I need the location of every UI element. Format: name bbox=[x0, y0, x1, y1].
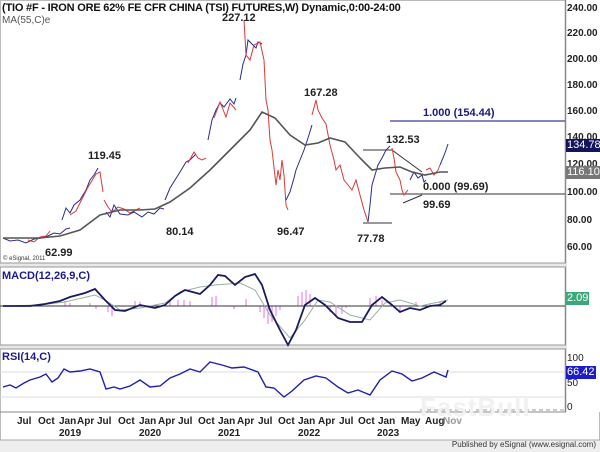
price-tick: 180.00 bbox=[567, 80, 598, 91]
price-tick: 200.00 bbox=[567, 54, 598, 65]
ma-line bbox=[3, 110, 448, 239]
last-price-tag: 134.78 bbox=[566, 139, 600, 152]
date-tick: Jan bbox=[218, 416, 236, 427]
year-tick: 2020 bbox=[139, 428, 162, 439]
annotation: 80.14 bbox=[166, 226, 194, 238]
annotation: 77.78 bbox=[357, 233, 385, 245]
date-tick: May bbox=[401, 416, 421, 427]
price-tick: 220.00 bbox=[567, 28, 598, 39]
date-tick: Jul bbox=[17, 416, 32, 427]
date-tick: Oct bbox=[358, 416, 375, 427]
watermark: FastBull bbox=[420, 392, 531, 422]
macd-histogram bbox=[64, 290, 441, 324]
price-tick: 140.00 bbox=[567, 132, 598, 143]
date-tick: Jan bbox=[378, 416, 396, 427]
published-by: Published by eSignal (www.esignal.com) bbox=[451, 440, 596, 449]
rsi-tick: 50 bbox=[567, 378, 579, 389]
price-tick: 120.00 bbox=[567, 159, 598, 170]
date-tick: Oct bbox=[118, 416, 135, 427]
year-tick: 2021 bbox=[218, 428, 241, 439]
date-tick: Jan bbox=[139, 416, 157, 427]
macd-signal-line bbox=[2, 282, 449, 339]
macd-line bbox=[3, 272, 447, 347]
date-tick: Apr bbox=[237, 416, 255, 427]
rsi-value-tag: 66.42 bbox=[566, 366, 596, 379]
rsi-tick: 100 bbox=[567, 353, 584, 364]
year-tick: 2022 bbox=[298, 428, 321, 439]
copyright: © eSignal, 2011 bbox=[3, 256, 46, 262]
year-tick: 2023 bbox=[377, 428, 400, 439]
annotation: 96.47 bbox=[277, 226, 305, 238]
date-tick: Aug bbox=[425, 416, 445, 427]
annotation: 62.99 bbox=[45, 247, 73, 259]
year-tick: 2019 bbox=[59, 428, 82, 439]
fib-level-0: 0.000 (99.69) bbox=[423, 181, 489, 193]
fib-level-1: 1.000 (154.44) bbox=[423, 107, 495, 119]
date-tick: Jul bbox=[339, 416, 354, 427]
date-tick: Jan bbox=[59, 416, 77, 427]
rsi-label: RSI(14,C) bbox=[2, 351, 51, 363]
chart-title: (TIO #F - IRON ORE 62% FE CFR CHINA (TSI… bbox=[2, 2, 401, 14]
rsi-tick: 0 bbox=[567, 402, 573, 413]
date-tick: Jan bbox=[298, 416, 316, 427]
annotation: 167.28 bbox=[304, 87, 338, 99]
macd-value-tag: 2.09 bbox=[566, 292, 590, 305]
date-tick: Apr bbox=[158, 416, 176, 427]
price-bars bbox=[2, 19, 449, 244]
annotation: 132.53 bbox=[386, 134, 420, 146]
price-tick: 60.00 bbox=[567, 242, 593, 253]
date-tick: Apr bbox=[318, 416, 336, 427]
date-tick: Oct bbox=[278, 416, 295, 427]
date-tick: Jul bbox=[258, 416, 273, 427]
annotation-high: 227.12 bbox=[222, 12, 256, 24]
annotation: 119.45 bbox=[88, 150, 122, 162]
macd-label: MACD(12,26,9,C) bbox=[2, 270, 91, 282]
price-tick: 100.00 bbox=[567, 187, 598, 198]
annotation: 99.69 bbox=[423, 199, 451, 211]
ma-value-tag: 116.10 bbox=[566, 166, 600, 179]
date-tick: Jul bbox=[97, 416, 112, 427]
date-tick: Nov bbox=[443, 416, 462, 427]
date-tick: Apr bbox=[77, 416, 95, 427]
date-tick: Oct bbox=[198, 416, 215, 427]
ma-legend: MA(55,C)e bbox=[2, 15, 51, 26]
date-tick: Oct bbox=[38, 416, 55, 427]
date-tick: Jul bbox=[178, 416, 193, 427]
price-tick: 80.00 bbox=[567, 215, 593, 226]
price-tick: 240.00 bbox=[567, 3, 598, 14]
rsi-line bbox=[2, 361, 449, 398]
price-tick: 160.00 bbox=[567, 106, 598, 117]
